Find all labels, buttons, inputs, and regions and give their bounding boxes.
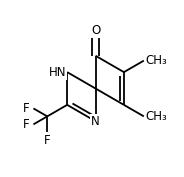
Text: CH₃: CH₃ [146, 54, 167, 67]
Text: F: F [22, 118, 29, 131]
Text: F: F [44, 134, 51, 147]
Text: CH₃: CH₃ [146, 110, 167, 123]
Text: HN: HN [49, 66, 66, 79]
Text: O: O [91, 24, 100, 38]
Text: F: F [22, 102, 29, 115]
Text: N: N [91, 115, 100, 128]
